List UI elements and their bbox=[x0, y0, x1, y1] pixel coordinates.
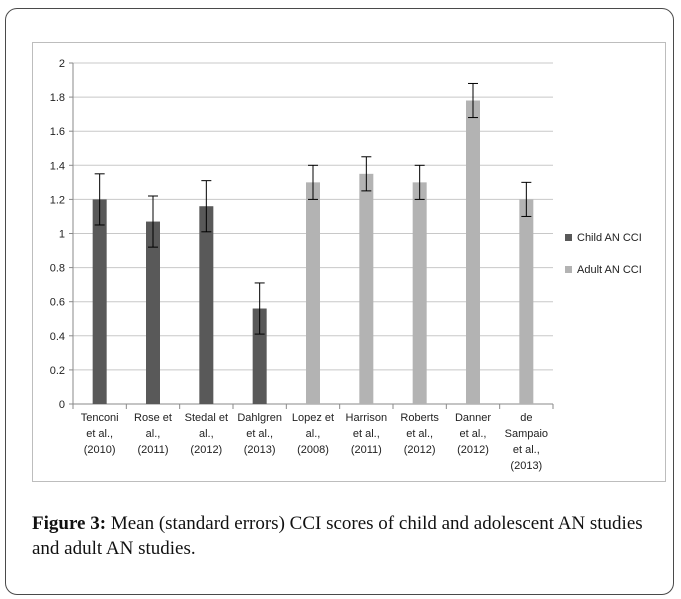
y-tick-label: 1.8 bbox=[50, 92, 65, 104]
x-category-label: de Sampaio et al., (2013) bbox=[505, 412, 548, 472]
bar bbox=[252, 308, 267, 404]
y-tick-label: 1.4 bbox=[50, 160, 65, 172]
chart-area: 0 0.2 0.4 0.6 0.8 1 1.2 1.4 1.6 1.8 2 Tenconi et al.… bbox=[32, 42, 666, 482]
y-tick-label: 0.2 bbox=[50, 365, 65, 377]
y-tick-label: 1 bbox=[59, 229, 65, 241]
bar bbox=[146, 221, 160, 404]
bar bbox=[306, 182, 320, 404]
x-category-label: Harrison et al., (2011) bbox=[346, 412, 388, 456]
x-category-label: Tenconi et al., (2010) bbox=[81, 412, 119, 456]
bar bbox=[359, 173, 374, 404]
x-category-label: Danner et al., (2012) bbox=[455, 412, 491, 456]
legend-label: Adult AN CCI bbox=[577, 264, 642, 276]
bar bbox=[412, 182, 427, 404]
bar bbox=[92, 199, 107, 404]
figure-caption: Figure 3: Mean (standard errors) CCI sco… bbox=[32, 511, 662, 561]
caption-text: Mean (standard errors) CCI scores of chi… bbox=[32, 513, 643, 559]
y-tick-label: 1.2 bbox=[50, 194, 65, 206]
figure-frame: 0 0.2 0.4 0.6 0.8 1 1.2 1.4 1.6 1.8 2 Tenconi et al.… bbox=[5, 8, 674, 595]
bar bbox=[466, 100, 480, 404]
x-category-label: Rose et al., (2011) bbox=[134, 412, 172, 456]
x-category-label: Dahlgren et al., (2013) bbox=[237, 412, 282, 456]
x-category-label: Stedal et al., (2012) bbox=[185, 412, 228, 456]
legend-swatch bbox=[565, 234, 572, 241]
legend-swatch bbox=[565, 266, 572, 273]
y-tick-label: 1.6 bbox=[50, 126, 65, 138]
caption-label: Figure 3: bbox=[32, 513, 107, 534]
y-tick-label: 0.4 bbox=[50, 331, 65, 343]
x-category-label: Lopez et al., (2008) bbox=[292, 412, 334, 456]
x-category-label: Roberts et al., (2012) bbox=[400, 412, 439, 456]
y-tick-label: 0.8 bbox=[50, 263, 65, 275]
bar bbox=[519, 199, 534, 404]
bar-chart: 0 0.2 0.4 0.6 0.8 1 1.2 1.4 1.6 1.8 2 Tenconi et al.… bbox=[50, 58, 642, 472]
y-tick-label: 0 bbox=[59, 399, 65, 411]
bar bbox=[199, 206, 214, 404]
y-tick-label: 2 bbox=[59, 58, 65, 70]
y-tick-label: 0.6 bbox=[50, 297, 65, 309]
legend-label: Child AN CCI bbox=[577, 232, 642, 244]
